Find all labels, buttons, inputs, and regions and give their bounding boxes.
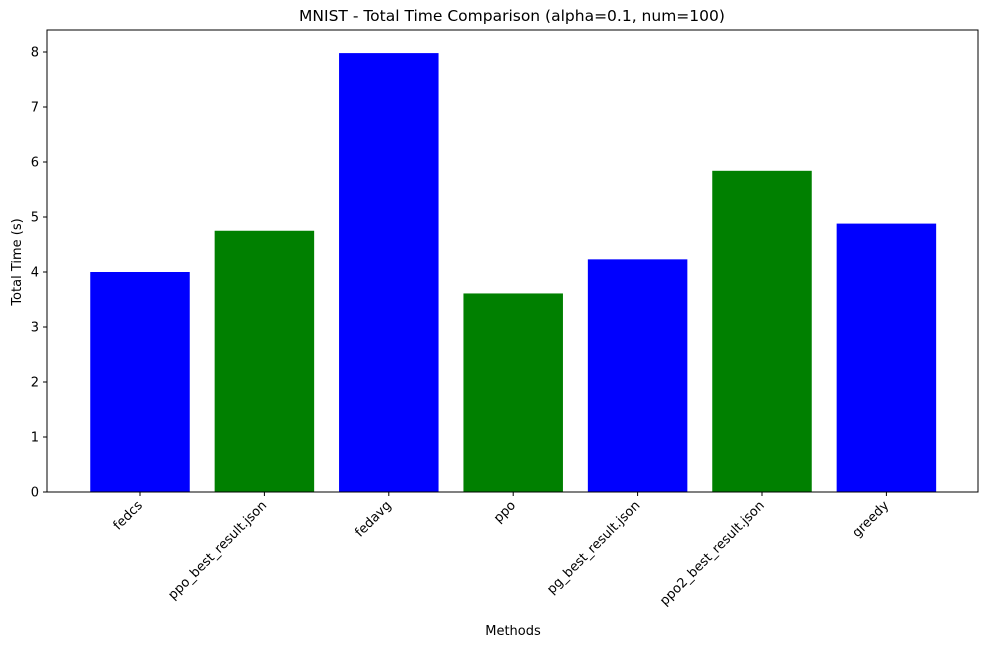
x-tick-label: ppo_best_result.json — [166, 498, 271, 603]
x-axis: fedcs ppo_best_result.json fedavg ppo pg_bes… — [111, 492, 893, 609]
bar-ppo2-best-result-json — [712, 170, 812, 493]
x-tick-label: ppo2_best_result.json — [657, 498, 768, 609]
y-tick-label: 4 — [31, 266, 39, 281]
y-tick-label: 8 — [31, 46, 39, 61]
x-tick-label: fedavg — [352, 498, 394, 540]
chart-title: MNIST - Total Time Comparison (alpha=0.1… — [299, 7, 725, 25]
bar-pg-best-result-json — [587, 259, 688, 492]
x-tick-label: fedcs — [111, 498, 146, 533]
x-tick-label: greedy — [850, 498, 893, 541]
bar-ppo — [463, 293, 563, 492]
y-axis: 0 1 2 3 4 5 6 7 8 — [31, 46, 47, 501]
y-axis-title: Total Time (s) — [10, 218, 25, 306]
y-tick-label: 0 — [31, 486, 39, 501]
bar-ppo-best-result-json — [214, 230, 315, 492]
y-tick-label: 2 — [31, 376, 39, 391]
y-tick-label: 3 — [31, 321, 39, 336]
bar-greedy — [836, 223, 937, 492]
x-axis-title: Methods — [485, 624, 541, 639]
x-tick-label: ppo — [491, 498, 519, 526]
y-tick-label: 1 — [31, 431, 39, 446]
y-tick-label: 6 — [31, 156, 39, 171]
bar-fedcs — [90, 272, 190, 492]
x-tick-label: pg_best_result.json — [544, 498, 643, 597]
bar-fedavg — [339, 53, 439, 492]
y-tick-label: 7 — [31, 101, 39, 116]
bars-group — [90, 53, 937, 493]
axes-frame — [46, 29, 979, 493]
y-tick-label: 5 — [31, 211, 39, 226]
